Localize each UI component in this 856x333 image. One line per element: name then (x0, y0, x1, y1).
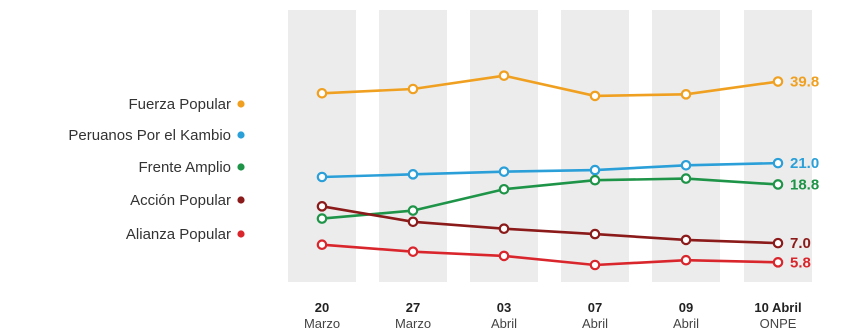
data-point-1-1 (407, 169, 419, 180)
x-tick-day-4: 09 (679, 300, 693, 315)
data-point-2-3 (589, 174, 601, 186)
data-point-2-5 (772, 179, 784, 190)
legend-marker-3 (237, 196, 245, 204)
x-tick-day-5: 10 Abril (754, 300, 801, 315)
data-point-2-4 (680, 173, 692, 184)
data-point-0-1 (407, 83, 419, 95)
legend-marker-2 (237, 163, 245, 171)
x-tick-day-3: 07 (588, 300, 602, 315)
data-point-4-1 (407, 246, 419, 257)
data-point-0-3 (589, 90, 601, 102)
data-point-0-4 (680, 89, 692, 100)
end-value-label-4: 5.8 (790, 254, 811, 271)
data-point-0-0 (316, 87, 328, 99)
data-point-0-5 (772, 76, 784, 87)
legend-marker-4 (237, 230, 245, 238)
legend: Fuerza Popular Peruanos Por el Kambio Fren… (68, 96, 245, 243)
data-point-1-2 (498, 166, 510, 177)
data-point-0-2 (498, 70, 510, 81)
legend-marker-1 (237, 131, 245, 139)
data-point-1-3 (589, 164, 601, 176)
column-band-5 (744, 10, 812, 282)
legend-label-2: Frente Amplio (138, 159, 231, 176)
series-line-0 (321, 74, 779, 98)
data-point-2-0 (316, 213, 328, 224)
column-band-2 (470, 10, 538, 282)
data-point-4-5 (772, 257, 784, 268)
end-value-label-0: 39.8 (790, 74, 819, 91)
data-point-4-2 (498, 250, 510, 262)
data-point-4-3 (589, 259, 601, 271)
end-value-label-3: 7.0 (790, 235, 811, 252)
x-tick-day-2: 03 (497, 300, 511, 315)
data-point-3-5 (772, 237, 784, 249)
series-points (316, 70, 784, 271)
x-tick-month-2: Abril (491, 316, 517, 331)
data-point-1-5 (772, 157, 784, 169)
data-point-3-0 (316, 201, 328, 212)
x-tick-month-3: Abril (582, 316, 608, 331)
column-band-1 (379, 10, 447, 282)
data-point-2-1 (407, 205, 419, 216)
x-tick-month-5: ONPE (760, 316, 797, 331)
legend-label-4: Alianza Popular (126, 226, 231, 243)
end-value-label-1: 21.0 (790, 155, 819, 172)
series-line-4 (321, 243, 779, 267)
series-line-3 (321, 205, 779, 245)
data-point-4-4 (680, 254, 692, 266)
data-point-1-0 (316, 171, 328, 183)
series-lines (321, 74, 779, 267)
data-point-2-2 (498, 183, 510, 195)
end-labels: 39.8 21.0 18.8 7.0 5.8 (790, 74, 819, 272)
x-tick-month-4: Abril (673, 316, 699, 331)
data-point-1-4 (680, 159, 692, 171)
series-line-2 (321, 177, 779, 220)
x-tick-day-1: 27 (406, 300, 420, 315)
legend-label-3: Acción Popular (130, 192, 231, 209)
legend-label-1: Peruanos Por el Kambio (68, 127, 231, 144)
x-tick-month-1: Marzo (395, 316, 431, 331)
data-point-3-4 (680, 234, 692, 246)
x-tick-day-0: 20 (315, 300, 329, 315)
legend-marker-0 (237, 100, 245, 108)
end-value-label-2: 18.8 (790, 176, 819, 193)
x-tick-month-0: Marzo (304, 316, 340, 331)
data-point-4-0 (316, 239, 328, 251)
column-band-0 (288, 10, 356, 282)
data-point-3-3 (589, 228, 601, 240)
data-point-3-1 (407, 216, 419, 228)
legend-label-0: Fuerza Popular (128, 96, 231, 113)
data-point-3-2 (498, 223, 510, 235)
series-line-1 (321, 161, 779, 179)
column-band-3 (561, 10, 629, 282)
